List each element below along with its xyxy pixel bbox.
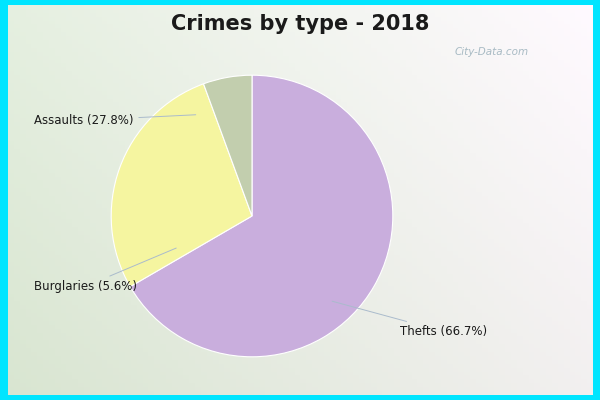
Text: Assaults (27.8%): Assaults (27.8%) — [34, 114, 196, 127]
Text: Thefts (66.7%): Thefts (66.7%) — [332, 301, 487, 338]
Wedge shape — [130, 75, 393, 357]
Text: Burglaries (5.6%): Burglaries (5.6%) — [34, 248, 176, 293]
Text: City-Data.com: City-Data.com — [455, 47, 529, 57]
Text: Crimes by type - 2018: Crimes by type - 2018 — [171, 14, 429, 34]
Wedge shape — [203, 75, 252, 216]
Wedge shape — [111, 84, 252, 287]
